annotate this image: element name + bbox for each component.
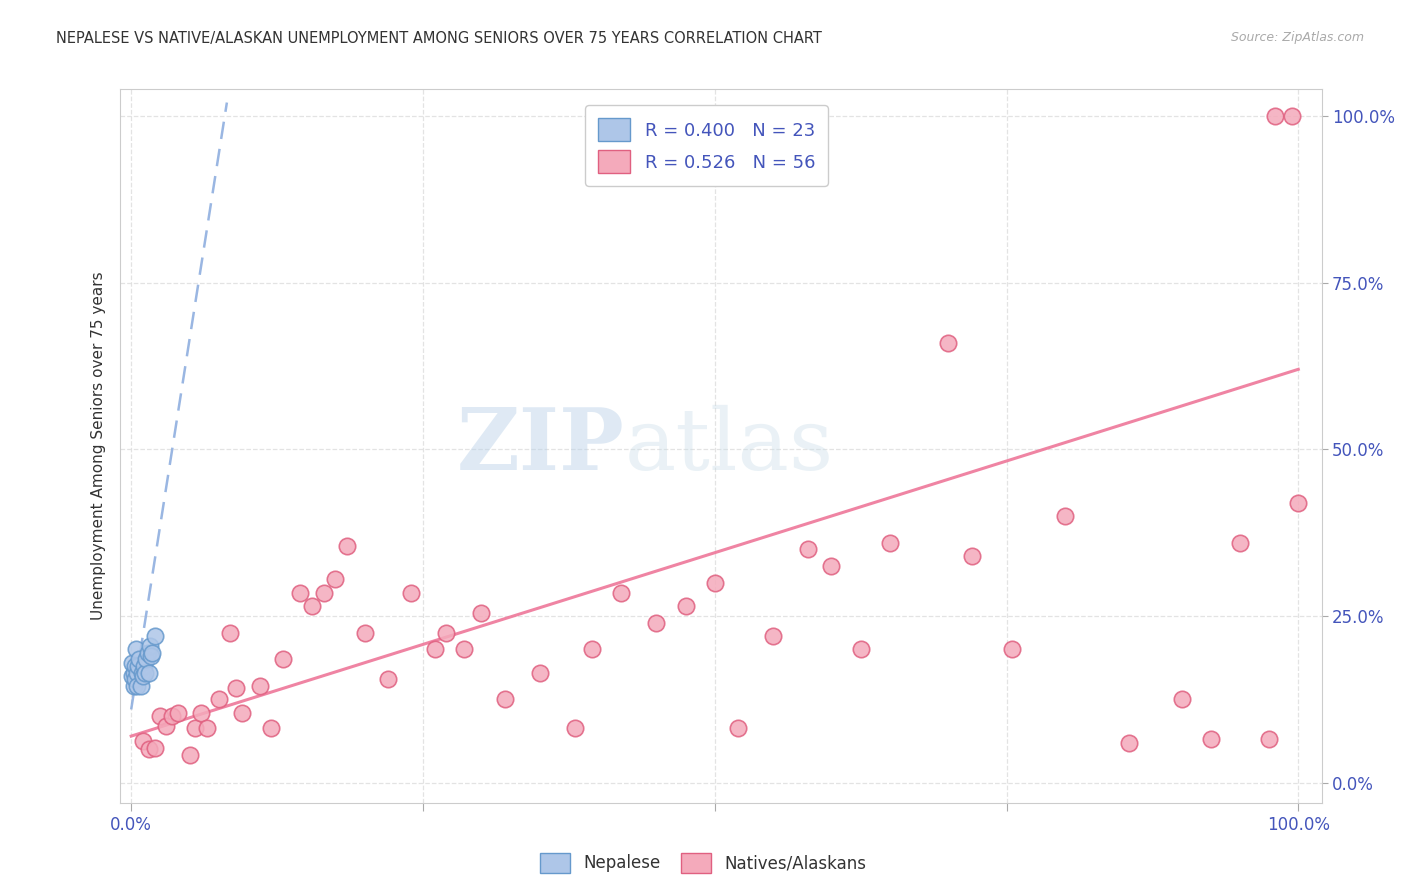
Point [401, 585, 423, 599]
Point [494, 692, 516, 706]
Point [1170, 692, 1192, 706]
Text: atlas: atlas [624, 404, 834, 488]
Point [122, 665, 145, 680]
Point [122, 679, 145, 693]
Point [143, 629, 166, 643]
Text: NEPALESE VS NATIVE/ALASKAN UNEMPLOYMENT AMONG SENIORS OVER 75 YEARS CORRELATION : NEPALESE VS NATIVE/ALASKAN UNEMPLOYMENT … [56, 31, 823, 46]
Y-axis label: Unemployment Among Seniors over 75 years: Unemployment Among Seniors over 75 years [90, 272, 105, 620]
Point [271, 652, 294, 666]
Point [184, 721, 207, 735]
Point [1001, 642, 1024, 657]
Point [645, 615, 668, 630]
Point [797, 542, 820, 557]
Point [312, 585, 335, 599]
Point [727, 721, 749, 735]
Point [336, 539, 359, 553]
Point [301, 599, 323, 613]
Point [138, 742, 160, 756]
Point [1286, 496, 1309, 510]
Point [231, 706, 253, 720]
Point [149, 709, 172, 723]
Point [127, 659, 149, 673]
Point [353, 625, 375, 640]
Point [1118, 736, 1140, 750]
Point [423, 642, 446, 657]
Point [453, 642, 475, 657]
Point [139, 639, 162, 653]
Point [960, 549, 983, 563]
Point [179, 747, 201, 762]
Point [290, 585, 312, 599]
Legend: R = 0.400   N = 23, R = 0.526   N = 56: R = 0.400 N = 23, R = 0.526 N = 56 [585, 105, 828, 186]
Point [160, 709, 183, 723]
Point [129, 679, 152, 693]
Point [125, 642, 148, 657]
Point [1053, 509, 1076, 524]
Text: Source: ZipAtlas.com: Source: ZipAtlas.com [1230, 31, 1364, 45]
Point [124, 673, 146, 687]
Point [135, 652, 157, 666]
Point [470, 606, 492, 620]
Point [125, 665, 148, 680]
Point [675, 599, 697, 613]
Text: ZIP: ZIP [457, 404, 624, 488]
Point [703, 575, 725, 590]
Point [1281, 109, 1303, 123]
Point [581, 642, 603, 657]
Point [190, 706, 212, 720]
Point [610, 585, 633, 599]
Point [132, 734, 155, 748]
Point [134, 665, 156, 680]
Point [820, 559, 842, 574]
Point [132, 659, 155, 673]
Point [138, 665, 160, 680]
Point [1258, 732, 1281, 747]
Point [219, 625, 242, 640]
Point [139, 649, 162, 664]
Point [1229, 535, 1251, 549]
Point [143, 741, 166, 756]
Point [1199, 732, 1222, 747]
Point [225, 681, 247, 695]
Point [121, 669, 143, 683]
Point [564, 721, 586, 735]
Point [208, 692, 231, 706]
Point [121, 656, 143, 670]
Point [124, 659, 146, 673]
Point [195, 721, 218, 735]
Point [155, 719, 177, 733]
Point [762, 629, 785, 643]
Point [529, 665, 551, 680]
Point [167, 706, 190, 720]
Legend: Nepalese, Natives/Alaskans: Nepalese, Natives/Alaskans [533, 847, 873, 880]
Point [260, 721, 283, 735]
Point [249, 679, 271, 693]
Point [849, 642, 872, 657]
Point [434, 625, 457, 640]
Point [136, 646, 159, 660]
Point [325, 573, 347, 587]
Point [377, 673, 399, 687]
Point [936, 335, 959, 350]
Point [879, 535, 901, 549]
Point [131, 665, 153, 680]
Point [1264, 109, 1286, 123]
Point [141, 646, 163, 660]
Point [125, 679, 148, 693]
Point [128, 652, 150, 666]
Point [132, 669, 155, 683]
